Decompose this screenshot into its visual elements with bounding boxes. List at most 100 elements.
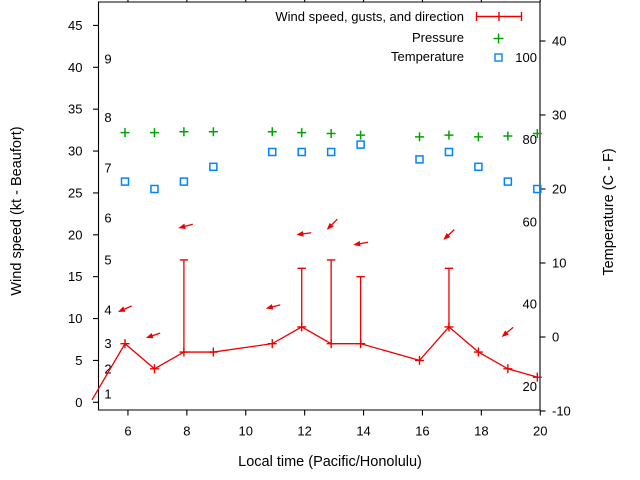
fahrenheit-label: 40 [523, 297, 537, 312]
left-tick-label: 35 [68, 102, 82, 117]
pressure-point [267, 127, 277, 137]
pressure-point [503, 131, 513, 141]
beaufort-label: 3 [104, 336, 111, 351]
right-tick-label: 20 [552, 182, 566, 197]
temperature-point [297, 147, 306, 157]
wind-arrow-head [145, 332, 154, 339]
temperature-series [120, 140, 542, 194]
x-tick-label: 10 [239, 424, 253, 439]
wind-speed-point [297, 322, 307, 332]
beaufort-label: 1 [104, 386, 111, 401]
pressure-point [326, 128, 336, 138]
wind-arrow-head [353, 240, 361, 247]
legend-label-temperature: Temperature [391, 49, 464, 64]
right-axis-label: Temperature (C - F) [601, 148, 617, 276]
wind-arrow-head [326, 222, 334, 230]
left-tick-label: 25 [68, 185, 82, 200]
gust-bar [444, 267, 454, 327]
legend-marker-windspeed-errorbar-icon [475, 12, 523, 21]
wind-speed-point [267, 339, 277, 349]
temperature-point [503, 177, 513, 186]
beaufort-label: 5 [104, 252, 111, 267]
wind-speed-point [415, 355, 425, 365]
plot-border-and-ticks: 6 8 10 12 14 16 18 2005101520253035404540302010… [68, 0, 571, 439]
x-tick-label: 8 [183, 424, 190, 439]
right-tick-label: 30 [552, 108, 566, 123]
pressure-series [120, 127, 542, 142]
temperature-point [179, 177, 189, 186]
wind-speed-point [179, 347, 189, 357]
right-tick-label: 10 [552, 256, 566, 271]
beaufort-label: 7 [104, 160, 111, 175]
right-tick-label: 0 [552, 330, 559, 345]
legend-label-pressure: Pressure [411, 30, 464, 45]
left-tick-label: 40 [68, 60, 82, 75]
wind-arrow-head [117, 306, 126, 312]
fahrenheit-scale-labels: 20 40 60 80 100 [515, 50, 537, 394]
pressure-point [208, 127, 218, 137]
pressure-point [120, 128, 130, 138]
wind-speed-point [120, 339, 130, 349]
wind-speed-point [532, 372, 542, 382]
x-tick-label: 16 [415, 424, 429, 439]
pressure-point [149, 128, 159, 138]
wind-speed-point [444, 322, 454, 332]
pressure-point [532, 128, 542, 138]
beaufort-label: 2 [104, 361, 111, 376]
gust-bar [297, 267, 306, 327]
x-tick-label: 14 [356, 424, 370, 439]
gust-bar [356, 276, 365, 344]
fahrenheit-label: 20 [523, 379, 537, 394]
pressure-point [297, 128, 307, 138]
legend-marker-pressure-plus-icon [493, 33, 504, 43]
gust-bar [326, 259, 336, 344]
beaufort-scale-labels: 1 2 3 4 5 6 7 8 9 [104, 51, 111, 401]
x-tick-label: 6 [124, 424, 131, 439]
left-tick-label: 15 [68, 269, 82, 284]
wind-direction-arrows [117, 218, 514, 339]
left-tick-label: 5 [75, 353, 82, 368]
left-axis-label: Wind speed (kt - Beaufort) [9, 126, 25, 296]
wind-series [91, 259, 542, 401]
pressure-point [415, 132, 425, 142]
pressure-point [444, 130, 454, 140]
beaufort-label: 9 [104, 51, 111, 66]
left-tick-label: 20 [68, 227, 82, 242]
wind-speed-point [356, 339, 366, 349]
legend-marker-temperature-square-icon [493, 52, 503, 62]
gust-bar [179, 259, 189, 353]
temperature-point [444, 147, 454, 157]
temperature-point [533, 184, 542, 194]
right-tick-label: 40 [552, 34, 566, 49]
left-tick-label: 10 [68, 311, 82, 326]
temperature-point [120, 177, 130, 186]
wind-arrow-head [265, 304, 274, 310]
pressure-point [179, 127, 189, 137]
legend-label-wind: Wind speed, gusts, and direction [275, 8, 464, 24]
x-tick-label: 20 [533, 424, 547, 439]
wind-speed-point [473, 347, 483, 357]
beaufort-label: 4 [104, 303, 111, 318]
wind-speed-line [91, 326, 538, 401]
temperature-point [474, 162, 483, 172]
wind-arrow-head [443, 233, 451, 240]
fahrenheit-label: 80 [523, 132, 537, 147]
right-tick-label: -10 [552, 404, 571, 419]
temperature-point [150, 184, 159, 194]
wind-speed-point [503, 364, 513, 374]
x-tick-label: 18 [474, 424, 488, 439]
wind-speed-point [208, 347, 218, 357]
temperature-point [356, 140, 365, 149]
beaufort-label: 8 [104, 110, 111, 125]
temperature-point [209, 162, 218, 172]
wind-arrow-head [178, 223, 186, 229]
wind-arrow-head [296, 231, 304, 237]
fahrenheit-label: 100 [515, 50, 537, 65]
left-tick-label: 0 [75, 395, 82, 410]
x-tick-label: 12 [297, 424, 311, 439]
pressure-point [473, 132, 483, 142]
temperature-point [415, 155, 424, 164]
wind-speed-point [149, 364, 159, 374]
